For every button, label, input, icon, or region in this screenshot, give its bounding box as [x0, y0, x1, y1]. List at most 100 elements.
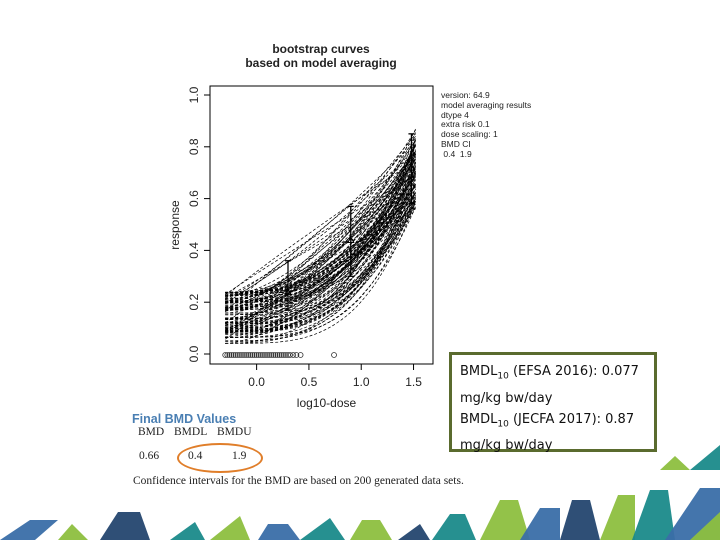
- x-axis-label: log10-dose: [297, 396, 357, 410]
- bootstrap-curve: [225, 204, 416, 331]
- callout-unit-line: mg/kg bw/day: [460, 390, 553, 406]
- curves-group: [224, 128, 416, 344]
- bootstrap-curve: [225, 129, 416, 326]
- dose-point: [245, 352, 252, 358]
- bmd-heading: Final BMD Values: [132, 412, 237, 426]
- bmd-header-row: BMD BMDL BMDU: [132, 426, 252, 446]
- bootstrap-curve: [225, 153, 416, 328]
- dose-point: [278, 352, 285, 358]
- bootstrap-curve: [225, 181, 416, 332]
- dose-point: [228, 352, 235, 358]
- bootstrap-curve: [225, 191, 416, 325]
- dose-point: [247, 352, 254, 358]
- model-info: version: 64.9 model averaging results dt…: [441, 90, 531, 160]
- bootstrap-curve: [225, 140, 416, 299]
- dose-point: [262, 352, 268, 358]
- callout-subscript: 10: [497, 419, 509, 430]
- decorative-shape: [690, 512, 720, 540]
- dose-point: [222, 352, 229, 358]
- y-tick-label: 0.0: [187, 345, 201, 362]
- dose-point: [251, 352, 258, 358]
- dose-point: [253, 352, 260, 358]
- x-tick-label: 0.5: [301, 375, 318, 389]
- decorative-shape: [58, 524, 88, 540]
- dose-point: [274, 352, 281, 358]
- bootstrap-curve: [224, 159, 416, 297]
- bootstrap-curve: [225, 208, 416, 327]
- decorative-shape: [432, 514, 476, 540]
- rug-group: [222, 352, 337, 358]
- decorative-shape: [0, 520, 58, 540]
- bootstrap-curve: [225, 139, 416, 323]
- y-tick-label: 1.0: [187, 86, 201, 103]
- callout-efsa-value: (EFSA 2016): 0.077: [508, 364, 639, 379]
- bootstrap-curve: [225, 173, 416, 333]
- bootstrap-curve: [225, 145, 416, 293]
- dose-point: [243, 352, 250, 358]
- dose-point: [297, 352, 304, 358]
- decorative-shape: [560, 500, 600, 540]
- decorative-shape: [100, 512, 150, 540]
- info-line: dose scaling: 1: [441, 129, 498, 140]
- dose-point: [236, 352, 243, 358]
- bootstrap-curve: [225, 145, 416, 338]
- x-tick-label: 1.0: [353, 375, 370, 389]
- highlight-oval: [177, 443, 263, 473]
- dose-point: [293, 352, 300, 358]
- bootstrap-curve: [225, 173, 416, 323]
- bootstrap-curve: [225, 156, 416, 319]
- dose-point: [249, 352, 256, 358]
- axes-group: 0.0 0.5 1.0 1.5 0.0 0.2 0.4 0.6 0.8 1.0 log10-dose…: [168, 85, 434, 410]
- bootstrap-curve: [225, 206, 416, 342]
- dose-point: [280, 352, 287, 358]
- confidence-interval-note: Confidence intervals for the BMD are bas…: [133, 475, 464, 487]
- bootstrap-curve: [225, 136, 416, 312]
- bootstrap-curve: [225, 152, 416, 308]
- bmdl-callout-box: BMDL10 (EFSA 2016): 0.077 mg/kg bw/day B…: [449, 352, 657, 453]
- decorative-shape: [660, 456, 690, 470]
- bootstrap-curve: [225, 200, 416, 344]
- dose-point: [283, 352, 289, 358]
- dose-point: [234, 352, 241, 358]
- bootstrap-curve: [225, 152, 416, 324]
- info-line: extra risk 0.1: [441, 119, 490, 130]
- bootstrap-curve: [225, 176, 416, 296]
- chart-title-line-2: based on model averaging: [245, 56, 397, 70]
- dose-point: [226, 352, 233, 358]
- decorative-shape: [690, 445, 720, 470]
- bootstrap-curve: [225, 144, 416, 297]
- bootstrap-curve: [225, 166, 416, 307]
- bootstrap-curve: [225, 196, 416, 333]
- bmd-value: 0.66: [139, 450, 160, 462]
- dose-point: [232, 352, 239, 358]
- dose-point: [239, 352, 245, 358]
- observations-group: [284, 133, 416, 311]
- x-tick-label: 1.5: [405, 375, 422, 389]
- chart-title-line-1: bootstrap curves: [272, 42, 370, 56]
- x-tick-label: 0.0: [248, 375, 265, 389]
- info-line: 0.4 1.9: [441, 148, 472, 159]
- bootstrap-curve: [225, 145, 416, 294]
- info-line: BMD CI: [441, 138, 471, 149]
- bootstrap-curve: [225, 161, 416, 338]
- dose-point: [259, 352, 266, 358]
- decorative-shape: [632, 490, 675, 540]
- dose-point: [266, 352, 273, 358]
- bootstrap-curve: [225, 186, 416, 299]
- decorative-shape: [258, 524, 300, 540]
- y-tick-label: 0.6: [187, 190, 201, 207]
- dose-point: [257, 352, 264, 358]
- bootstrap-curve: [225, 157, 416, 319]
- bootstrap-curve: [225, 151, 416, 308]
- plot-frame: [209, 85, 434, 365]
- bootstrap-curve: [225, 206, 416, 320]
- bootstrap-curve: [225, 150, 416, 303]
- y-axis-label: response: [168, 200, 182, 250]
- observation-marker: [284, 287, 292, 295]
- dose-point: [276, 352, 283, 358]
- bootstrap-curve: [225, 196, 416, 331]
- bootstrap-curve: [225, 198, 416, 331]
- info-line: dtype 4: [441, 109, 469, 120]
